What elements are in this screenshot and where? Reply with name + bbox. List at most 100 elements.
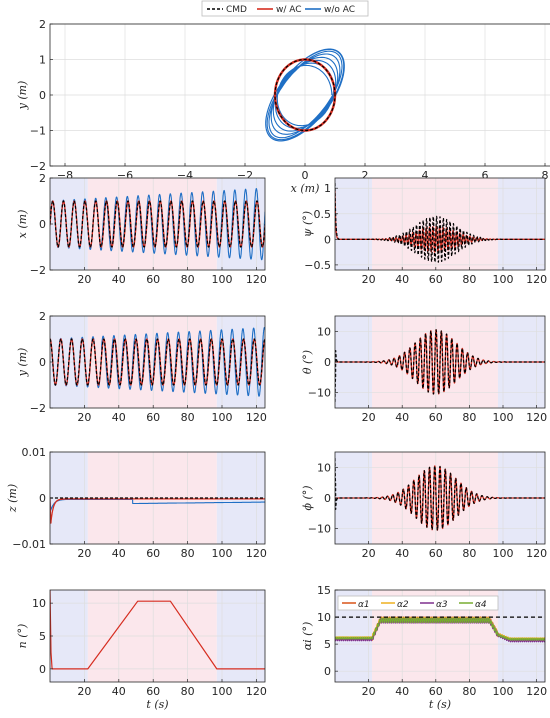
y_t-xtick-label: 80 (181, 411, 195, 424)
n_t-ylabel: n (°) (16, 624, 29, 649)
alpha_t-xtick-label: 120 (526, 685, 547, 698)
z_t-xtick-label: 60 (146, 547, 160, 560)
psi_t-ytick-label: −0.5 (304, 259, 331, 272)
y_t-ytick-label: −2 (30, 402, 46, 415)
alpha_t-xtick-label: 100 (493, 685, 514, 698)
phi_t-xtick-label: 60 (429, 547, 443, 560)
n_t-series (50, 590, 265, 670)
xy-cmd-line (274, 58, 336, 132)
theta_t-ytick-label: 10 (317, 325, 331, 338)
x_t-xtick-label: 100 (212, 273, 233, 286)
alpha_t-series (335, 616, 545, 643)
phi_t-xtick-label: 120 (526, 547, 547, 560)
n_t-xtick-label: 100 (212, 685, 233, 698)
alpha-alpha4-line (335, 617, 545, 641)
theta_t-ylabel: θ (°) (301, 350, 314, 374)
xy-xtick-label: 6 (482, 169, 489, 182)
xy-ytick-label: 0 (39, 89, 46, 102)
alpha-legend-label-4: α4 (475, 600, 487, 610)
x_t-xtick-label: 20 (77, 273, 91, 286)
z_t-ytick-label: 0.01 (22, 446, 47, 459)
xy-xtick-label: 2 (362, 169, 369, 182)
alpha-legend-box (337, 595, 499, 611)
phi_t-xtick-label: 20 (362, 547, 376, 560)
psi_t-ylabel: ψ (°) (301, 211, 314, 237)
legend-cmd-label: CMD (226, 5, 247, 15)
x_t-xtick-label: 120 (246, 273, 267, 286)
xy-xlabel: x (m) (291, 182, 320, 195)
y_t-xtick-label: 20 (77, 411, 91, 424)
psi_t-xtick-label: 40 (395, 273, 409, 286)
panel-theta_t: 20 40 60 80 100 120 −10 0 10θ (°) (301, 315, 547, 424)
z_t-ytick-label: −0.01 (12, 538, 46, 551)
n_t-xlabel: t (s) (146, 698, 168, 711)
psi_t-ytick-label: 1 (324, 182, 331, 195)
z_t-xtick-label: 120 (246, 547, 267, 560)
xy-xtick-label: 4 (422, 169, 429, 182)
psi_t-ytick-label: 0 (324, 233, 331, 246)
x_t-xtick-label: 80 (181, 273, 195, 286)
psi_t-ytick-label: 0.5 (314, 208, 332, 221)
y_t-cmd-line (50, 338, 265, 386)
x_t-ytick-label: 2 (39, 172, 46, 185)
psi_t-phase-band-2 (497, 178, 545, 270)
alpha_t-xlabel: t (s) (429, 698, 451, 711)
theta_t-ytick-label: 0 (324, 356, 331, 369)
legend-box (201, 0, 369, 17)
phi_t-series (335, 458, 545, 531)
phi_t-cmd-line (335, 458, 545, 531)
y_t-series (50, 326, 265, 397)
theta_t-xtick-label: 20 (362, 411, 376, 424)
x_t-xtick-label: 60 (146, 273, 160, 286)
alpha_t-xtick-label: 40 (395, 685, 409, 698)
alpha_t-xtick-label: 60 (429, 685, 443, 698)
alpha_t-xtick-label: 80 (462, 685, 476, 698)
alpha_t-ytick-label: 0 (324, 665, 331, 678)
x_t-xtick-label: 40 (112, 273, 126, 286)
alpha_t-ylabel: αi (°) (301, 622, 314, 651)
xy-ylabel: y (m) (16, 81, 29, 111)
psi_t-xtick-label: 120 (526, 273, 547, 286)
panel-n_t: 20 40 60 80 100 120 0 5 10 t (s) n (°) (16, 589, 267, 711)
theta_t-cmd-line (335, 329, 545, 402)
panel-alpha_t: α1 α2 α3 α4 20 40 60 80 100 120 0 5 10 15 t (s) αi (°) (301, 584, 547, 711)
xy-without-ac-line (265, 48, 345, 142)
y_t-xtick-label: 100 (212, 411, 233, 424)
z_t-series (50, 497, 265, 524)
n_t-xtick-label: 60 (146, 685, 160, 698)
z_t-ytick-label: 0 (39, 492, 46, 505)
alpha_t-ytick-label: 10 (317, 611, 331, 624)
psi_t-cmd-line (335, 183, 545, 263)
phi_t-xtick-label: 80 (462, 547, 476, 560)
z_t-xtick-label: 20 (77, 547, 91, 560)
x_t-series (50, 188, 265, 261)
xy-ytick-label: −1 (30, 125, 46, 138)
phi_t-xtick-label: 100 (493, 547, 514, 560)
psi_t-series (335, 183, 545, 263)
n_t-ytick-label: 10 (32, 597, 46, 610)
n_t-xtick-label: 80 (181, 685, 195, 698)
xy-xtick-label: 0 (302, 169, 309, 182)
theta_t-xtick-label: 100 (493, 411, 514, 424)
panel-phi_t: 20 40 60 80 100 120 −10 0 10ϕ (°) (301, 451, 547, 560)
n_t-ytick-label: 0 (39, 663, 46, 676)
y_t-xtick-label: 40 (112, 411, 126, 424)
psi_t-xtick-label: 100 (493, 273, 514, 286)
n_t-xtick-label: 120 (246, 685, 267, 698)
alpha_t-ytick-label: 5 (324, 638, 331, 651)
theta_t-ytick-label: −10 (308, 387, 331, 400)
alpha-legend: α1 α2 α3 α4 (337, 595, 499, 611)
alpha_t-xtick-label: 20 (362, 685, 376, 698)
legend: CMD w/ AC w/o AC (201, 0, 369, 17)
alpha_t-axes-frame (334, 589, 546, 683)
panel-y_t: 20 40 60 80 100 120 −2 0 2 y (m) (16, 310, 267, 424)
x_t-ytick-label: 0 (39, 218, 46, 231)
y_t-ylabel: y (m) (16, 348, 29, 378)
n_t-xtick-label: 40 (112, 685, 126, 698)
xy-ytick-label: 1 (39, 54, 46, 67)
phi_t-ytick-label: 0 (324, 492, 331, 505)
phi_t-xtick-label: 40 (395, 547, 409, 560)
